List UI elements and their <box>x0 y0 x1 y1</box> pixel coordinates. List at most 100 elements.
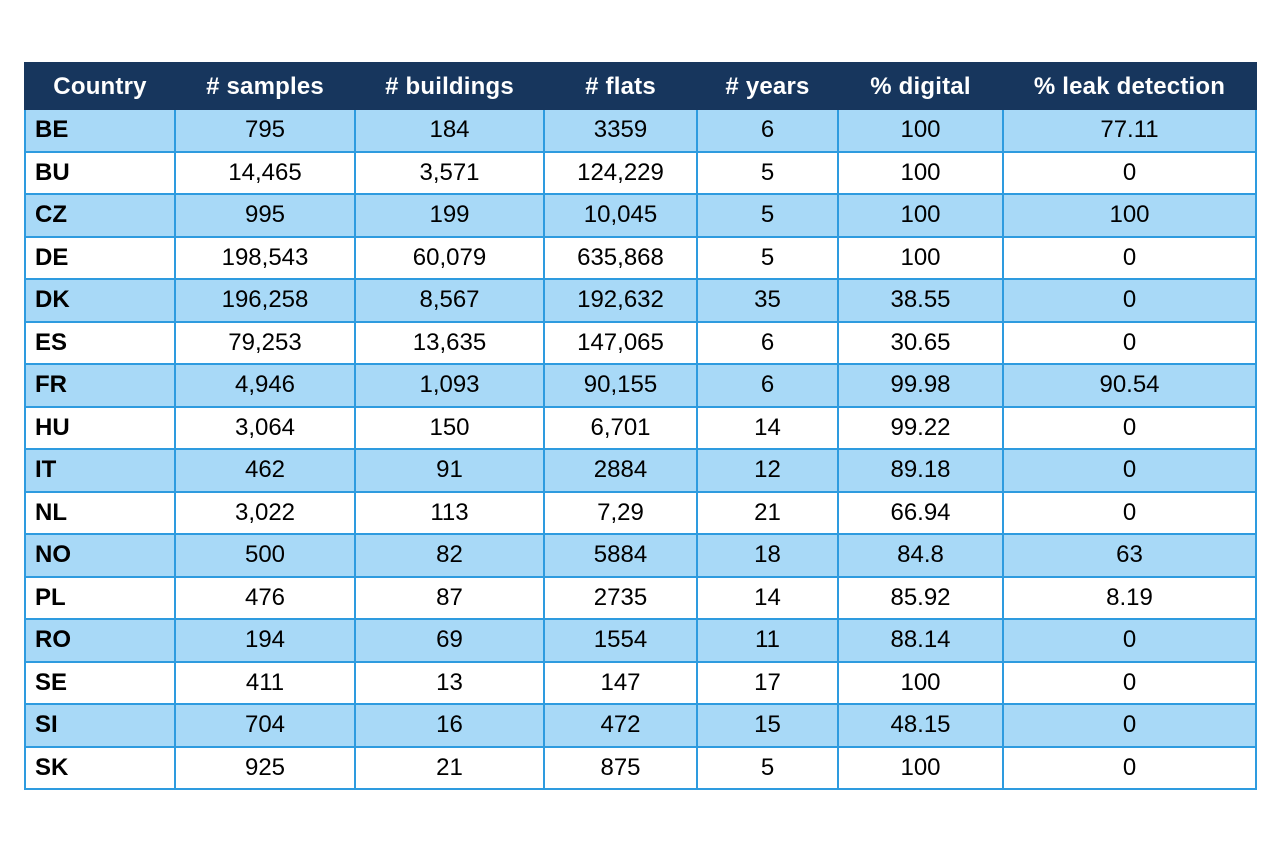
cell-digital: 48.15 <box>837 703 1004 748</box>
cell-leak: 0 <box>1002 490 1257 535</box>
cell-samples: 196,258 <box>174 278 356 323</box>
cell-flats: 147,065 <box>543 320 698 365</box>
cell-samples: 476 <box>174 575 356 620</box>
cell-digital: 100 <box>837 745 1004 790</box>
cell-country: BU <box>24 150 176 195</box>
col-header-years: # years <box>696 62 839 110</box>
cell-flats: 2735 <box>543 575 698 620</box>
cell-flats: 90,155 <box>543 363 698 408</box>
header-row: Country # samples # buildings # flats # … <box>24 62 1257 110</box>
cell-leak: 0 <box>1002 150 1257 195</box>
cell-country: DK <box>24 278 176 323</box>
cell-buildings: 69 <box>354 618 545 663</box>
cell-samples: 194 <box>174 618 356 663</box>
cell-digital: 66.94 <box>837 490 1004 535</box>
cell-country: ES <box>24 320 176 365</box>
cell-country: NO <box>24 533 176 578</box>
table-row-es: ES 79,253 13,635 147,065 6 30.65 0 <box>24 320 1257 365</box>
cell-buildings: 13 <box>354 660 545 705</box>
cell-digital: 99.22 <box>837 405 1004 450</box>
cell-buildings: 87 <box>354 575 545 620</box>
cell-leak: 0 <box>1002 235 1257 280</box>
cell-leak: 90.54 <box>1002 363 1257 408</box>
cell-country: SI <box>24 703 176 748</box>
cell-samples: 795 <box>174 108 356 153</box>
country-statistics-table-wrap: Country # samples # buildings # flats # … <box>24 62 1257 790</box>
cell-country: FR <box>24 363 176 408</box>
cell-country: PL <box>24 575 176 620</box>
cell-leak: 8.19 <box>1002 575 1257 620</box>
cell-samples: 14,465 <box>174 150 356 195</box>
cell-buildings: 184 <box>354 108 545 153</box>
cell-flats: 3359 <box>543 108 698 153</box>
cell-leak: 77.11 <box>1002 108 1257 153</box>
cell-flats: 6,701 <box>543 405 698 450</box>
cell-samples: 3,022 <box>174 490 356 535</box>
cell-years: 17 <box>696 660 839 705</box>
cell-flats: 124,229 <box>543 150 698 195</box>
cell-years: 12 <box>696 448 839 493</box>
table-row-pl: PL 476 87 2735 14 85.92 8.19 <box>24 575 1257 620</box>
cell-buildings: 113 <box>354 490 545 535</box>
cell-leak: 100 <box>1002 193 1257 238</box>
table-row-bu: BU 14,465 3,571 124,229 5 100 0 <box>24 150 1257 195</box>
cell-leak: 0 <box>1002 660 1257 705</box>
table-row-fr: FR 4,946 1,093 90,155 6 99.98 90.54 <box>24 363 1257 408</box>
cell-buildings: 16 <box>354 703 545 748</box>
cell-years: 14 <box>696 575 839 620</box>
table-row-nl: NL 3,022 113 7,29 21 66.94 0 <box>24 490 1257 535</box>
cell-country: BE <box>24 108 176 153</box>
cell-buildings: 13,635 <box>354 320 545 365</box>
col-header-leak-detection: % leak detection <box>1002 62 1257 110</box>
cell-samples: 500 <box>174 533 356 578</box>
cell-samples: 704 <box>174 703 356 748</box>
cell-years: 5 <box>696 235 839 280</box>
cell-leak: 0 <box>1002 320 1257 365</box>
cell-samples: 411 <box>174 660 356 705</box>
cell-flats: 635,868 <box>543 235 698 280</box>
cell-samples: 4,946 <box>174 363 356 408</box>
cell-flats: 7,29 <box>543 490 698 535</box>
cell-samples: 462 <box>174 448 356 493</box>
table-row-de: DE 198,543 60,079 635,868 5 100 0 <box>24 235 1257 280</box>
cell-years: 14 <box>696 405 839 450</box>
cell-years: 15 <box>696 703 839 748</box>
cell-samples: 3,064 <box>174 405 356 450</box>
col-header-flats: # flats <box>543 62 698 110</box>
table-body: BE 795 184 3359 6 100 77.11 BU 14,465 3,571 124,22… <box>24 108 1257 790</box>
cell-flats: 10,045 <box>543 193 698 238</box>
table-row-be: BE 795 184 3359 6 100 77.11 <box>24 108 1257 153</box>
table-header: Country # samples # buildings # flats # … <box>24 62 1257 110</box>
table-row-it: IT 462 91 2884 12 89.18 0 <box>24 448 1257 493</box>
cell-years: 18 <box>696 533 839 578</box>
cell-country: IT <box>24 448 176 493</box>
cell-leak: 0 <box>1002 278 1257 323</box>
cell-samples: 925 <box>174 745 356 790</box>
cell-samples: 995 <box>174 193 356 238</box>
col-header-samples: # samples <box>174 62 356 110</box>
cell-digital: 100 <box>837 150 1004 195</box>
col-header-country: Country <box>24 62 176 110</box>
cell-samples: 79,253 <box>174 320 356 365</box>
cell-country: SE <box>24 660 176 705</box>
cell-years: 35 <box>696 278 839 323</box>
table-row-cz: CZ 995 199 10,045 5 100 100 <box>24 193 1257 238</box>
cell-years: 21 <box>696 490 839 535</box>
cell-flats: 192,632 <box>543 278 698 323</box>
cell-years: 6 <box>696 320 839 365</box>
table-row-hu: HU 3,064 150 6,701 14 99.22 0 <box>24 405 1257 450</box>
col-header-digital: % digital <box>837 62 1004 110</box>
table-row-se: SE 411 13 147 17 100 0 <box>24 660 1257 705</box>
cell-leak: 0 <box>1002 703 1257 748</box>
cell-digital: 100 <box>837 108 1004 153</box>
cell-digital: 84.8 <box>837 533 1004 578</box>
cell-leak: 0 <box>1002 448 1257 493</box>
cell-flats: 5884 <box>543 533 698 578</box>
cell-years: 5 <box>696 193 839 238</box>
cell-buildings: 1,093 <box>354 363 545 408</box>
cell-digital: 85.92 <box>837 575 1004 620</box>
cell-flats: 472 <box>543 703 698 748</box>
table-row-no: NO 500 82 5884 18 84.8 63 <box>24 533 1257 578</box>
cell-years: 5 <box>696 150 839 195</box>
